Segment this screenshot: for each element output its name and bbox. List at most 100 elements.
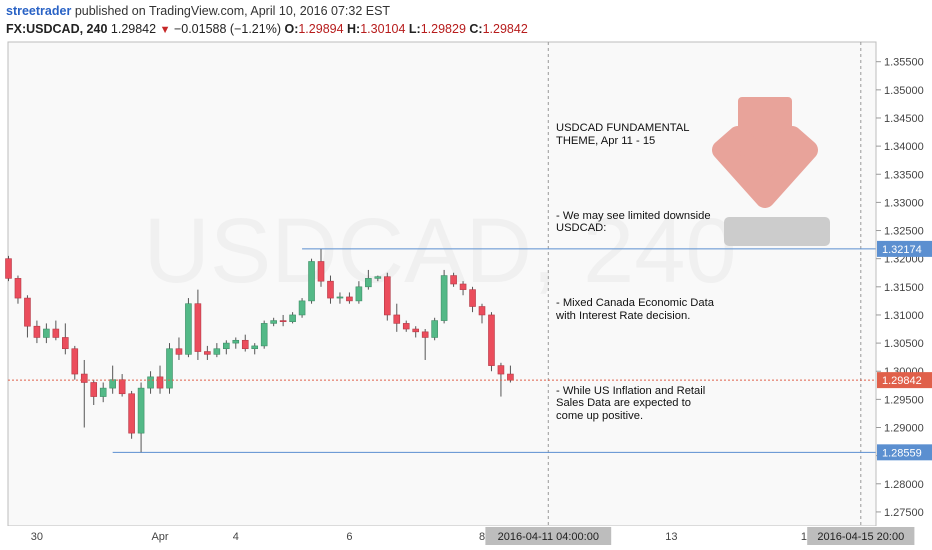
candle-body[interactable] <box>33 325 41 338</box>
last-price: 1.29842 <box>110 22 157 36</box>
time-marker-label: 2016-04-11 04:00:00 <box>498 531 599 543</box>
candle-body[interactable] <box>213 348 221 355</box>
candle-body[interactable] <box>469 289 476 307</box>
candle-body[interactable] <box>327 280 334 299</box>
candle-body[interactable] <box>24 297 31 327</box>
candle-body[interactable] <box>346 296 353 302</box>
y-tick-label: 1.31500 <box>884 282 924 294</box>
y-tick-label: 1.34500 <box>884 113 924 125</box>
time-marker-tag <box>485 527 612 545</box>
candle-body[interactable] <box>402 323 410 330</box>
current-price-tag <box>877 372 932 389</box>
candle-body[interactable] <box>71 348 79 375</box>
time-marker-label: 2016-04-15 20:00 <box>817 531 904 543</box>
candle-body[interactable] <box>374 276 382 279</box>
candle-body[interactable] <box>99 387 107 397</box>
note-point-3: - While US Inflation and Retail Sales Da… <box>556 384 709 423</box>
candle-body[interactable] <box>80 373 88 383</box>
level-price-label: 1.28559 <box>882 447 922 459</box>
level-price-tag <box>877 240 932 257</box>
candle-body[interactable] <box>5 258 12 279</box>
level-price-label: 1.32174 <box>882 244 922 256</box>
candle-body[interactable] <box>393 314 401 324</box>
low-value: 1.29829 <box>420 22 466 36</box>
candle-body[interactable] <box>241 339 249 350</box>
level-price-tag <box>877 444 932 461</box>
candle-body[interactable] <box>185 303 192 355</box>
candle-body[interactable] <box>109 379 116 389</box>
candle-body[interactable] <box>166 348 173 389</box>
candle-body[interactable] <box>478 306 486 316</box>
time-axis[interactable] <box>0 526 932 550</box>
gray-bar <box>724 217 830 246</box>
symbol-watermark: USDCAD, 240 <box>143 200 736 302</box>
candle-body[interactable] <box>204 351 211 355</box>
candle-body[interactable] <box>421 331 429 338</box>
candle-body[interactable] <box>194 303 202 352</box>
x-tick-label: 1 <box>801 531 807 543</box>
note-point-2: - Mixed Canada Economic Data with Intere… <box>556 297 718 322</box>
candle-body[interactable] <box>365 278 372 288</box>
candle-body[interactable] <box>279 320 287 323</box>
candle-body[interactable] <box>14 278 22 299</box>
candle-body[interactable] <box>507 373 514 381</box>
down-triangle-icon: ▼ <box>159 24 171 36</box>
candle-body[interactable] <box>232 339 240 344</box>
candle-body[interactable] <box>431 320 438 338</box>
candle-body[interactable] <box>336 296 344 299</box>
candle-body[interactable] <box>412 328 420 333</box>
x-tick-label: 13 <box>665 531 677 543</box>
chart-header: streetrader published on TradingView.com… <box>0 0 932 42</box>
candle-body[interactable] <box>137 387 145 434</box>
publish-info: published on TradingView.com, April 10, … <box>74 4 391 18</box>
current-price-label: 1.29842 <box>882 375 922 387</box>
candle-body[interactable] <box>383 276 391 316</box>
candle-body[interactable] <box>260 323 268 347</box>
y-tick-label: 1.30500 <box>884 338 924 350</box>
candle-body[interactable] <box>118 379 126 395</box>
candle-body[interactable] <box>440 275 448 321</box>
y-tick-label: 1.29000 <box>884 423 924 435</box>
fundamental-note: USDCAD FUNDAMENTAL THEME, Apr 11 - 15 - … <box>556 97 716 435</box>
candle-body[interactable] <box>90 382 98 397</box>
candle-body[interactable] <box>488 314 495 366</box>
candle-body[interactable] <box>223 342 230 350</box>
candle-body[interactable] <box>147 376 154 389</box>
candle-body[interactable] <box>62 337 69 350</box>
candle-body[interactable] <box>128 393 135 434</box>
candle-body[interactable] <box>52 328 60 338</box>
note-point-1: - We may see limited downside USDCAD: <box>556 209 714 235</box>
x-tick-label: Apr <box>151 531 168 543</box>
symbol-label[interactable]: FX:USDCAD, 240 <box>6 22 108 36</box>
price-change: −0.01588 (−1.21%) <box>173 22 281 36</box>
x-tick-label: 4 <box>233 531 239 543</box>
close-value: 1.29842 <box>482 22 528 36</box>
y-tick-label: 1.33500 <box>884 169 924 181</box>
close-label: C: <box>469 22 483 36</box>
note-title: USDCAD FUNDAMENTAL THEME, Apr 11 - 15 <box>556 122 692 147</box>
y-tick-label: 1.28000 <box>884 479 924 491</box>
candle-body[interactable] <box>270 320 277 324</box>
candle-body[interactable] <box>317 261 325 282</box>
x-tick-label: 6 <box>346 531 352 543</box>
y-tick-label: 1.35000 <box>884 85 924 97</box>
y-tick-label: 1.27500 <box>884 507 924 519</box>
author-link[interactable]: streetrader <box>6 4 72 18</box>
y-tick-label: 1.32500 <box>884 226 924 238</box>
candle-body[interactable] <box>459 283 467 290</box>
candle-body[interactable] <box>43 328 50 338</box>
y-tick-label: 1.34000 <box>884 141 924 153</box>
candle-body[interactable] <box>251 345 259 350</box>
candle-body[interactable] <box>156 376 164 389</box>
down-arrow-icon <box>712 97 830 246</box>
candle-body[interactable] <box>308 261 315 302</box>
candle-body[interactable] <box>289 314 296 323</box>
candle-body[interactable] <box>450 275 457 285</box>
candle-body[interactable] <box>175 348 183 355</box>
candle-body[interactable] <box>298 300 306 316</box>
candle-body[interactable] <box>497 365 505 375</box>
y-tick-label: 1.31000 <box>884 310 924 322</box>
high-label: H: <box>347 22 361 36</box>
candle-body[interactable] <box>355 286 363 302</box>
